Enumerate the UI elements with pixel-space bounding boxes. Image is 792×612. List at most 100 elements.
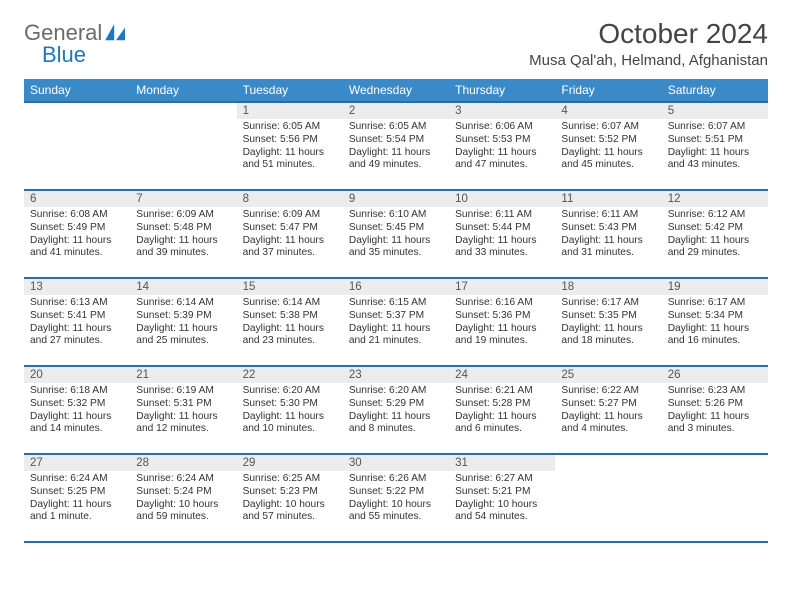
calendar-cell: 14Sunrise: 6:14 AMSunset: 5:39 PMDayligh… xyxy=(130,278,236,366)
sunset-text: Sunset: 5:26 PM xyxy=(668,398,762,411)
day-body: Sunrise: 6:21 AMSunset: 5:28 PMDaylight:… xyxy=(449,383,555,440)
daylight-text: Daylight: 11 hours and 21 minutes. xyxy=(349,323,443,349)
day-body: Sunrise: 6:17 AMSunset: 5:35 PMDaylight:… xyxy=(555,295,661,352)
sunset-text: Sunset: 5:28 PM xyxy=(455,398,549,411)
weekday-header: Friday xyxy=(555,79,661,102)
day-body: Sunrise: 6:18 AMSunset: 5:32 PMDaylight:… xyxy=(24,383,130,440)
calendar-cell: 19 Sunrise: 6:17 AMSunset: 5:34 PMDayligh… xyxy=(662,278,768,366)
day-number: 24 xyxy=(449,367,555,383)
sunrise-text: Sunrise: 6:09 AM xyxy=(136,209,230,222)
sunrise-text: Sunrise: 6:11 AM xyxy=(561,209,655,222)
calendar-cell: 23Sunrise: 6:20 AMSunset: 5:29 PMDayligh… xyxy=(343,366,449,454)
daylight-text: Daylight: 11 hours and 43 minutes. xyxy=(668,147,762,173)
daylight-text: Daylight: 11 hours and 39 minutes. xyxy=(136,235,230,261)
calendar-cell: 20Sunrise: 6:18 AMSunset: 5:32 PMDayligh… xyxy=(24,366,130,454)
calendar-cell xyxy=(662,454,768,542)
sunrise-text: Sunrise: 6:24 AM xyxy=(30,473,124,486)
daylight-text: Daylight: 11 hours and 45 minutes. xyxy=(561,147,655,173)
weekday-header-row: Sunday Monday Tuesday Wednesday Thursday… xyxy=(24,79,768,102)
sunrise-text: Sunrise: 6:13 AM xyxy=(30,297,124,310)
day-number: 31 xyxy=(449,455,555,471)
daylight-text: Daylight: 11 hours and 27 minutes. xyxy=(30,323,124,349)
weekday-header: Sunday xyxy=(24,79,130,102)
sunrise-text: Sunrise: 6:12 AM xyxy=(668,209,762,222)
sunrise-text: Sunrise: 6:21 AM xyxy=(455,385,549,398)
daylight-text: Daylight: 11 hours and 8 minutes. xyxy=(349,411,443,437)
calendar-cell: 31Sunrise: 6:27 AMSunset: 5:21 PMDayligh… xyxy=(449,454,555,542)
daylight-text: Daylight: 11 hours and 37 minutes. xyxy=(243,235,337,261)
day-body: Sunrise: 6:10 AMSunset: 5:45 PMDaylight:… xyxy=(343,207,449,264)
weekday-header: Wednesday xyxy=(343,79,449,102)
sunset-text: Sunset: 5:45 PM xyxy=(349,222,443,235)
sunset-text: Sunset: 5:48 PM xyxy=(136,222,230,235)
daylight-text: Daylight: 11 hours and 14 minutes. xyxy=(30,411,124,437)
calendar-cell: 7Sunrise: 6:09 AMSunset: 5:48 PMDaylight… xyxy=(130,190,236,278)
day-body: Sunrise: 6:24 AMSunset: 5:24 PMDaylight:… xyxy=(130,471,236,528)
sunset-text: Sunset: 5:25 PM xyxy=(30,486,124,499)
daylight-text: Daylight: 11 hours and 25 minutes. xyxy=(136,323,230,349)
daylight-text: Daylight: 11 hours and 31 minutes. xyxy=(561,235,655,261)
day-body: Sunrise: 6:24 AMSunset: 5:25 PMDaylight:… xyxy=(24,471,130,528)
daylight-text: Daylight: 11 hours and 41 minutes. xyxy=(30,235,124,261)
day-number: 6 xyxy=(24,191,130,207)
day-body: Sunrise: 6:22 AMSunset: 5:27 PMDaylight:… xyxy=(555,383,661,440)
day-number: 5 xyxy=(662,103,768,119)
calendar-table: Sunday Monday Tuesday Wednesday Thursday… xyxy=(24,79,768,543)
sunset-text: Sunset: 5:52 PM xyxy=(561,134,655,147)
calendar-cell: 22Sunrise: 6:20 AMSunset: 5:30 PMDayligh… xyxy=(237,366,343,454)
sunrise-text: Sunrise: 6:20 AM xyxy=(349,385,443,398)
sunset-text: Sunset: 5:34 PM xyxy=(668,310,762,323)
day-number: 17 xyxy=(449,279,555,295)
day-number: 28 xyxy=(130,455,236,471)
day-number: 13 xyxy=(24,279,130,295)
day-number: 3 xyxy=(449,103,555,119)
day-body: Sunrise: 6:09 AMSunset: 5:48 PMDaylight:… xyxy=(130,207,236,264)
weekday-header: Monday xyxy=(130,79,236,102)
sunrise-text: Sunrise: 6:17 AM xyxy=(561,297,655,310)
sunrise-text: Sunrise: 6:27 AM xyxy=(455,473,549,486)
day-body: Sunrise: 6:11 AMSunset: 5:44 PMDaylight:… xyxy=(449,207,555,264)
day-body: Sunrise: 6:07 AMSunset: 5:52 PMDaylight:… xyxy=(555,119,661,176)
title-block: October 2024 Musa Qal'ah, Helmand, Afgha… xyxy=(529,18,768,69)
day-number: 20 xyxy=(24,367,130,383)
sunrise-text: Sunrise: 6:15 AM xyxy=(349,297,443,310)
calendar-cell: 26Sunrise: 6:23 AMSunset: 5:26 PMDayligh… xyxy=(662,366,768,454)
calendar-cell xyxy=(555,454,661,542)
logo-word2: Blue xyxy=(42,44,102,66)
calendar-cell: 24Sunrise: 6:21 AMSunset: 5:28 PMDayligh… xyxy=(449,366,555,454)
sunset-text: Sunset: 5:43 PM xyxy=(561,222,655,235)
location-text: Musa Qal'ah, Helmand, Afghanistan xyxy=(529,52,768,69)
day-body: Sunrise: 6:20 AMSunset: 5:29 PMDaylight:… xyxy=(343,383,449,440)
day-number: 29 xyxy=(237,455,343,471)
calendar-cell: 11Sunrise: 6:11 AMSunset: 5:43 PMDayligh… xyxy=(555,190,661,278)
day-number: 18 xyxy=(555,279,661,295)
day-body: Sunrise: 6:26 AMSunset: 5:22 PMDaylight:… xyxy=(343,471,449,528)
sunrise-text: Sunrise: 6:19 AM xyxy=(136,385,230,398)
sunrise-text: Sunrise: 6:06 AM xyxy=(455,121,549,134)
day-number: 21 xyxy=(130,367,236,383)
sunrise-text: Sunrise: 6:17 AM xyxy=(668,297,762,310)
sunset-text: Sunset: 5:53 PM xyxy=(455,134,549,147)
sunrise-text: Sunrise: 6:20 AM xyxy=(243,385,337,398)
sunrise-text: Sunrise: 6:24 AM xyxy=(136,473,230,486)
calendar-cell: 3Sunrise: 6:06 AMSunset: 5:53 PMDaylight… xyxy=(449,102,555,190)
logo-sail-icon xyxy=(105,24,127,42)
day-body: Sunrise: 6:05 AMSunset: 5:56 PMDaylight:… xyxy=(237,119,343,176)
calendar-cell: 2Sunrise: 6:05 AMSunset: 5:54 PMDaylight… xyxy=(343,102,449,190)
day-body: Sunrise: 6:25 AMSunset: 5:23 PMDaylight:… xyxy=(237,471,343,528)
day-body: Sunrise: 6:20 AMSunset: 5:30 PMDaylight:… xyxy=(237,383,343,440)
daylight-text: Daylight: 11 hours and 16 minutes. xyxy=(668,323,762,349)
sunset-text: Sunset: 5:27 PM xyxy=(561,398,655,411)
calendar-cell: 15Sunrise: 6:14 AMSunset: 5:38 PMDayligh… xyxy=(237,278,343,366)
sunrise-text: Sunrise: 6:14 AM xyxy=(136,297,230,310)
sunset-text: Sunset: 5:32 PM xyxy=(30,398,124,411)
day-body: Sunrise: 6:27 AMSunset: 5:21 PMDaylight:… xyxy=(449,471,555,528)
day-body: Sunrise: 6:07 AMSunset: 5:51 PMDaylight:… xyxy=(662,119,768,176)
day-number: 16 xyxy=(343,279,449,295)
day-number: 1 xyxy=(237,103,343,119)
day-number: 22 xyxy=(237,367,343,383)
calendar-cell xyxy=(24,102,130,190)
calendar-cell: 9Sunrise: 6:10 AMSunset: 5:45 PMDaylight… xyxy=(343,190,449,278)
day-number: 19 xyxy=(662,279,768,295)
calendar-cell: 17Sunrise: 6:16 AMSunset: 5:36 PMDayligh… xyxy=(449,278,555,366)
